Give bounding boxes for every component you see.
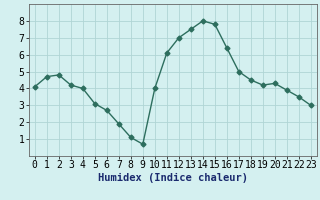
X-axis label: Humidex (Indice chaleur): Humidex (Indice chaleur) (98, 173, 248, 183)
